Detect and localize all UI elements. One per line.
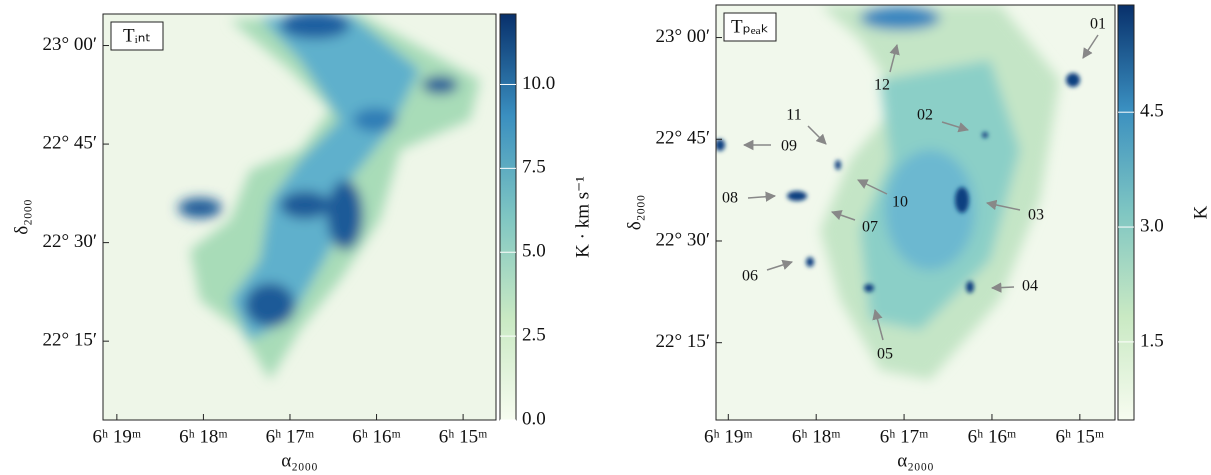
annotation: 08: [722, 190, 738, 207]
panel-label-box: [110, 21, 164, 51]
y-tick-label: 22° 45′: [655, 128, 710, 149]
y-axis-label: δ₂₀₀₀: [11, 199, 32, 234]
annotation-arrow: [766, 259, 794, 271]
colorbar-tick-label: 4.5: [1140, 101, 1164, 122]
x-tick-label: 6ʰ 17ᵐ: [266, 426, 315, 447]
map-left: [103, 14, 496, 420]
x-axis-label: α₂₀₀₀: [281, 450, 317, 471]
x-tick-label: 6ʰ 19ᵐ: [704, 426, 753, 447]
annotation-arrow: [747, 191, 777, 202]
annotation-arrow: [985, 199, 1021, 211]
annotation-arrow: [990, 282, 1015, 293]
x-tick-label: 6ʰ 15ᵐ: [1056, 426, 1105, 447]
colorbar-tick-label: 3.0: [1140, 215, 1164, 236]
colorbar-label: K: [1190, 205, 1211, 219]
annotation-arrow: [1082, 34, 1099, 59]
annotation: 04: [1022, 278, 1038, 295]
y-axis-label: δ₂₀₀₀: [624, 195, 645, 230]
panel-label-box: [723, 12, 777, 42]
annotation: 10: [892, 194, 908, 211]
colorbar: [1117, 4, 1135, 421]
colorbar: [499, 13, 517, 421]
annotation: 07: [862, 219, 878, 236]
annotation-arrow: [831, 210, 856, 221]
plot-frame: [715, 4, 1116, 421]
colorbar-label: K · km s⁻¹: [572, 176, 593, 258]
panel-label: Tᵢₙₜ: [123, 25, 151, 46]
colorbar-tick-label: 2.5: [522, 324, 546, 345]
x-tick-label: 6ʰ 16ᵐ: [352, 426, 401, 447]
annotation-arrow: [807, 125, 827, 145]
x-tick-label: 6ʰ 18ᵐ: [179, 426, 228, 447]
annotation: 06: [742, 268, 758, 285]
annotation-arrow: [872, 308, 884, 341]
annotation: 01: [1090, 16, 1106, 33]
y-tick-label: 22° 15′: [42, 330, 97, 351]
colorbar-tick-label: 1.5: [1140, 330, 1164, 351]
y-tick-label: 23° 00′: [42, 34, 97, 55]
colorbar-tick-label: 0.0: [522, 408, 546, 429]
annotation: 02: [917, 107, 933, 124]
y-tick-label: 23° 00′: [655, 26, 710, 47]
annotation: 09: [781, 138, 797, 155]
x-tick-label: 6ʰ 15ᵐ: [439, 426, 488, 447]
panel-label: Tₚₑₐₖ: [731, 16, 769, 37]
y-tick-label: 22° 45′: [42, 132, 97, 153]
colorbar-tick-label: 7.5: [522, 157, 546, 178]
annotation-arrow: [941, 121, 970, 133]
annotation: 11: [786, 107, 801, 124]
annotation: 03: [1028, 207, 1044, 224]
annotation: 05: [877, 346, 893, 363]
y-tick-label: 22° 30′: [655, 229, 710, 250]
annotation: 12: [874, 77, 890, 94]
x-tick-label: 6ʰ 17ᵐ: [880, 426, 929, 447]
annotation-arrow: [857, 179, 888, 195]
colorbar-tick-label: 10.0: [522, 73, 555, 94]
map-right: [716, 5, 1115, 420]
annotation-arrow: [889, 43, 900, 73]
y-tick-label: 22° 15′: [655, 331, 710, 352]
colorbar-tick-label: 5.0: [522, 241, 546, 262]
y-tick-label: 22° 30′: [42, 231, 97, 252]
x-axis-label: α₂₀₀₀: [897, 450, 933, 471]
plot-frame: [102, 13, 497, 421]
x-tick-label: 6ʰ 18ᵐ: [792, 426, 841, 447]
x-tick-label: 6ʰ 16ᵐ: [968, 426, 1017, 447]
x-tick-label: 6ʰ 19ᵐ: [93, 426, 142, 447]
